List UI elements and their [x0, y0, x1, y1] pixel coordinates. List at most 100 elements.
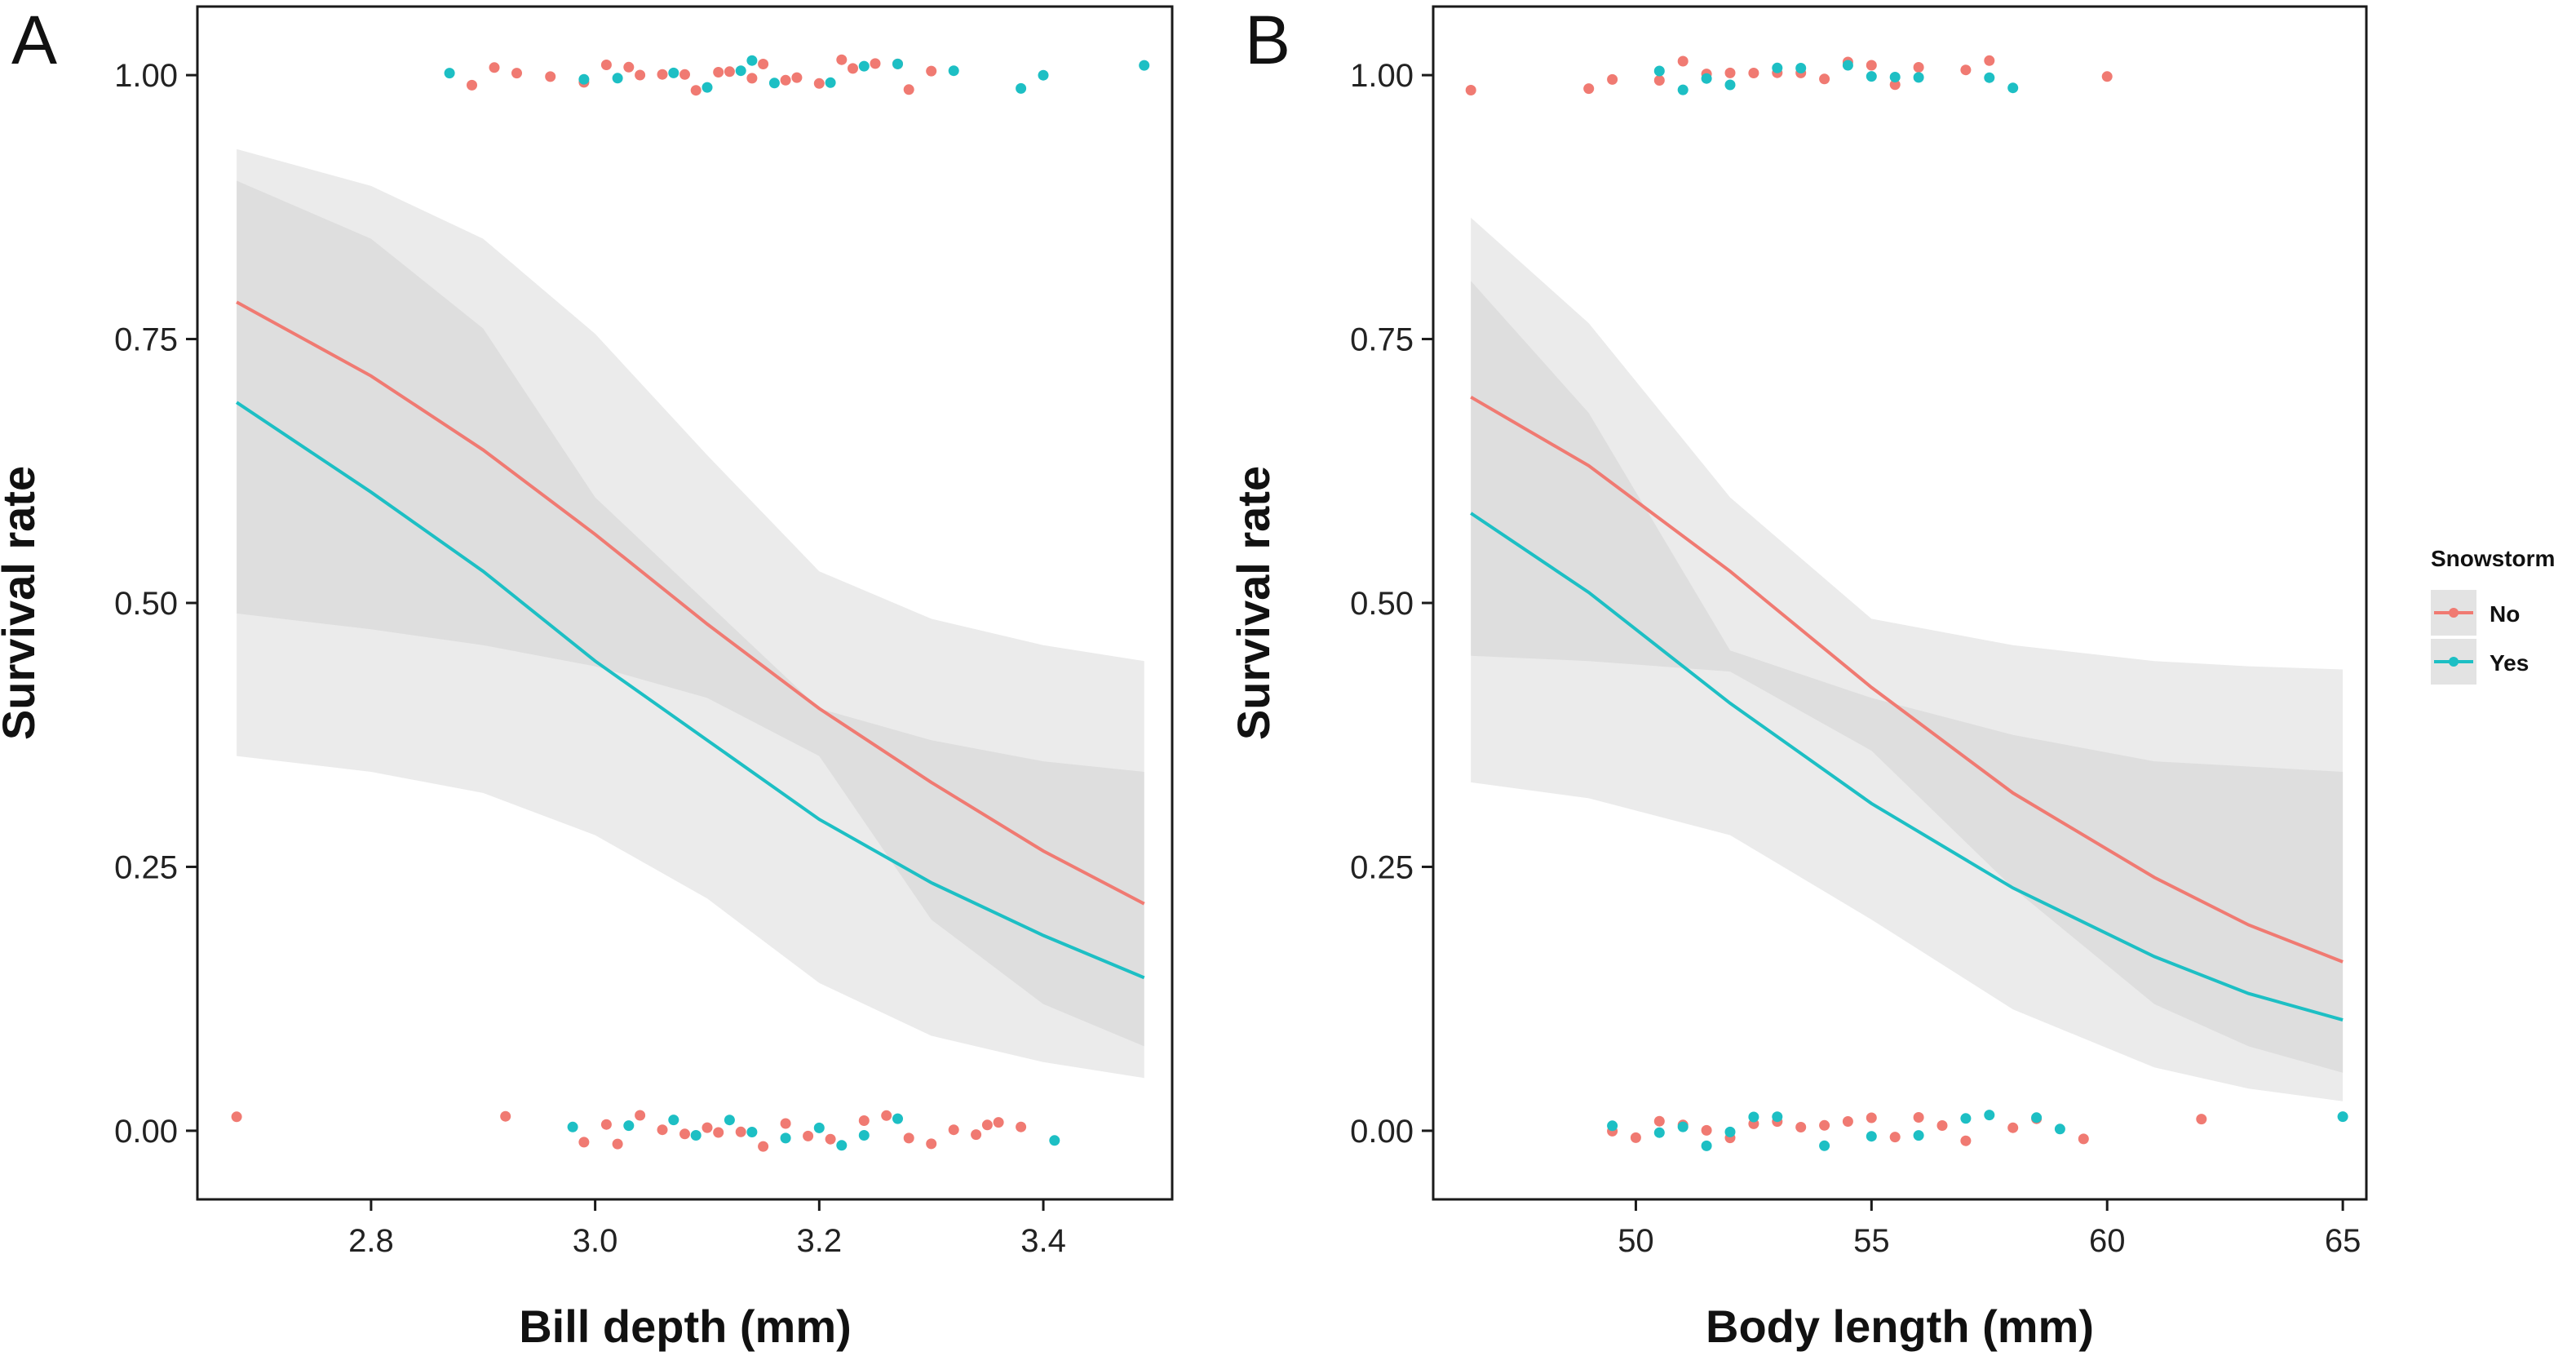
data-point-yes — [780, 1132, 791, 1144]
data-point-no — [971, 1129, 982, 1141]
data-point-no — [1016, 1121, 1027, 1132]
data-point-no — [1819, 1119, 1830, 1131]
data-point-no — [926, 65, 937, 77]
series-line-yes — [235, 401, 1145, 980]
data-point-no — [1889, 79, 1901, 91]
data-point-yes — [1653, 1127, 1665, 1138]
data-point-yes — [1677, 1121, 1689, 1132]
data-point-no — [635, 1110, 646, 1121]
data-point-no — [1819, 73, 1830, 85]
data-point-no — [713, 67, 724, 78]
data-point-no — [735, 1126, 746, 1137]
y-tick-label: 0.25 — [1350, 849, 1414, 885]
data-point-yes — [623, 1120, 635, 1132]
series-line-no — [1470, 395, 2344, 964]
panel-b-label: B — [1245, 2, 1290, 78]
data-point-yes — [836, 1140, 848, 1151]
legend-label-yes: Yes — [2490, 650, 2529, 676]
panel-b: B 0.00 0.25 0.50 0.75 1.00 50 55 60 65 Body len… — [1228, 2, 2368, 1352]
data-point-no — [2101, 71, 2113, 82]
data-point-no — [813, 78, 825, 89]
data-point-no — [612, 1138, 623, 1150]
y-tick-label: 0.00 — [1350, 1114, 1414, 1150]
data-point-no — [1913, 1112, 1924, 1123]
panel-a-y-axis: 0.00 0.25 0.50 0.75 1.00 — [114, 58, 197, 1150]
x-tick-label: 3.4 — [1020, 1223, 1066, 1259]
data-point-yes — [1889, 72, 1901, 82]
data-point-no — [836, 54, 848, 65]
data-point-yes — [724, 1115, 735, 1126]
data-point-no — [1677, 55, 1689, 67]
data-point-no — [545, 71, 556, 82]
panel-a-jittered-points — [231, 54, 1150, 1152]
data-point-no — [690, 85, 702, 96]
data-point-yes — [768, 78, 780, 89]
x-tick-label: 2.8 — [348, 1223, 394, 1259]
data-point-no — [791, 72, 803, 83]
data-point-yes — [1960, 1113, 1972, 1124]
legend-key-no-point — [2449, 608, 2459, 618]
data-point-yes — [892, 1113, 903, 1124]
data-point-no — [1724, 67, 1736, 78]
data-point-yes — [1653, 65, 1665, 77]
data-point-no — [780, 74, 791, 86]
y-tick-label: 0.75 — [1350, 322, 1414, 358]
x-tick-label: 3.2 — [797, 1223, 843, 1259]
data-point-yes — [1819, 1140, 1830, 1151]
data-point-no — [600, 60, 612, 70]
data-point-no — [803, 1130, 814, 1141]
data-point-yes — [1607, 1120, 1618, 1132]
data-point-yes — [2007, 82, 2019, 94]
panel-b-confidence-bands — [1471, 217, 2344, 1101]
data-point-no — [2007, 1122, 2019, 1133]
data-point-no — [600, 1119, 612, 1130]
data-point-no — [1701, 1124, 1712, 1136]
y-tick-label: 0.00 — [114, 1114, 178, 1150]
data-point-no — [1607, 73, 1618, 85]
data-point-yes — [1139, 60, 1150, 71]
panel-b-fit-lines — [1470, 395, 2344, 1022]
panel-b-y-axis-title: Survival rate — [1228, 466, 1279, 740]
data-point-no — [489, 62, 500, 73]
series-line-no — [236, 300, 1145, 906]
panel-a-y-axis-title: Survival rate — [0, 466, 44, 740]
y-tick-label: 0.50 — [1350, 586, 1414, 622]
data-point-no — [702, 1122, 713, 1133]
data-point-no — [1913, 62, 1924, 73]
data-point-no — [1653, 1115, 1665, 1127]
data-point-no — [635, 69, 646, 81]
data-point-no — [848, 63, 858, 74]
data-point-yes — [567, 1121, 578, 1132]
legend-key-yes-point — [2449, 657, 2459, 667]
data-point-no — [981, 1119, 993, 1131]
data-point-no — [713, 1127, 724, 1138]
data-point-no — [881, 1110, 892, 1121]
data-point-yes — [1038, 69, 1049, 81]
legend: Snowstorm No Yes — [2431, 546, 2555, 685]
data-point-no — [1842, 1116, 1853, 1127]
data-point-yes — [813, 1122, 825, 1133]
panel-a: A 0.00 0.25 0.50 0.75 1.00 2.8 3.0 3.2 3.4 Bill… — [0, 2, 1174, 1352]
data-point-no — [500, 1110, 511, 1122]
data-point-yes — [1772, 1111, 1783, 1123]
data-point-yes — [1677, 84, 1689, 95]
data-point-no — [948, 1124, 959, 1136]
data-point-yes — [690, 1130, 702, 1141]
data-point-yes — [668, 1115, 679, 1126]
panel-a-confidence-bands — [237, 148, 1144, 1079]
data-point-yes — [1984, 1110, 1995, 1121]
data-point-no — [1465, 85, 1476, 95]
panel-b-y-axis: 0.00 0.25 0.50 0.75 1.00 — [1350, 58, 1433, 1150]
data-point-yes — [746, 1127, 758, 1137]
x-tick-label: 3.0 — [573, 1223, 618, 1259]
data-point-no — [578, 1137, 590, 1148]
data-point-yes — [1049, 1135, 1060, 1146]
x-tick-label: 50 — [1618, 1223, 1654, 1259]
data-point-yes — [1724, 79, 1736, 91]
data-point-no — [1583, 83, 1595, 95]
y-tick-label: 0.50 — [114, 586, 178, 622]
data-point-yes — [612, 73, 623, 84]
data-point-yes — [578, 73, 590, 85]
panel-b-jittered-points — [1465, 55, 2348, 1151]
